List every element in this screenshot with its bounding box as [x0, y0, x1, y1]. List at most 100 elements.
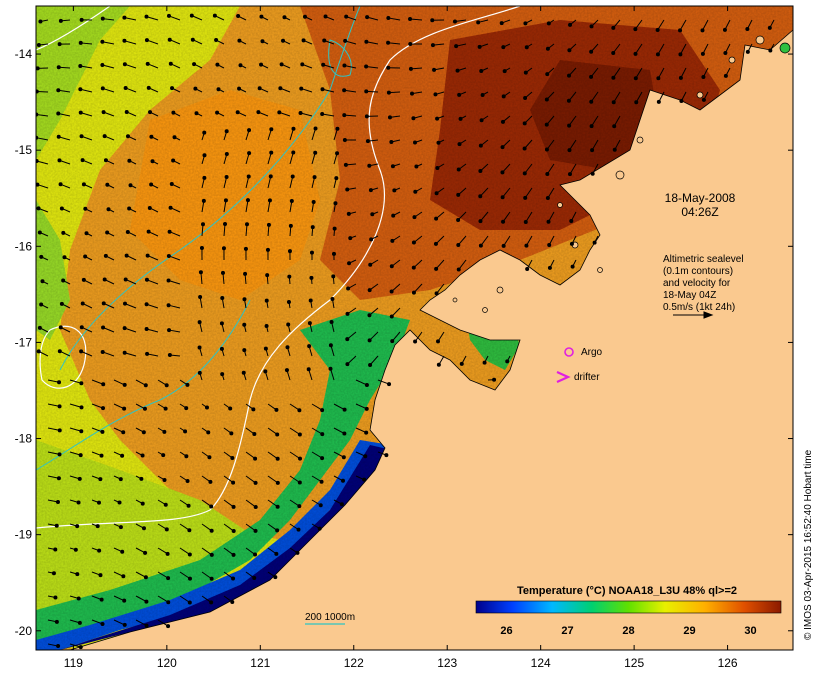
velocity-arrow-head	[313, 126, 318, 131]
velocity-arrow-head	[37, 325, 42, 330]
velocity-arrow-head	[500, 170, 505, 175]
velocity-arrow-head	[389, 289, 394, 294]
depth-legend: 200 1000m	[305, 612, 355, 625]
velocity-arrow-head	[167, 328, 172, 333]
velocity-arrow-head	[83, 254, 88, 259]
velocity-arrow-head	[301, 38, 306, 43]
velocity-arrow-head	[342, 431, 347, 436]
velocity-arrow-head	[149, 134, 154, 139]
velocity-arrow-head	[149, 182, 154, 187]
velocity-arrow-head	[57, 42, 62, 47]
velocity-arrow-head	[79, 349, 84, 354]
velocity-arrow-head	[433, 241, 438, 246]
velocity-arrow-head	[139, 476, 144, 481]
velocity-arrow-head	[253, 528, 258, 533]
velocity-arrow-head	[187, 528, 192, 533]
velocity-arrow-head	[223, 222, 228, 227]
velocity-arrow-head	[320, 432, 325, 437]
velocity-arrow-head	[243, 271, 248, 276]
velocity-arrow-head	[100, 63, 105, 68]
velocity-arrow-head	[78, 87, 83, 92]
lon-tick-label: 119	[64, 656, 83, 670]
velocity-arrow-head	[265, 247, 270, 252]
velocity-arrow-head	[146, 85, 151, 90]
velocity-arrow-head	[164, 527, 169, 532]
velocity-arrow-head	[230, 456, 235, 461]
velocity-arrow-head	[127, 206, 132, 211]
velocity-arrow-head	[197, 345, 202, 350]
velocity-arrow-head	[295, 550, 300, 555]
velocity-arrow-head	[122, 38, 127, 43]
velocity-arrow-head	[523, 21, 528, 26]
velocity-arrow-head	[224, 129, 229, 134]
velocity-arrow-head	[701, 97, 706, 102]
velocity-arrow-head	[678, 75, 683, 80]
velocity-arrow-head	[347, 261, 352, 266]
velocity-arrow-head	[286, 322, 291, 327]
velocity-arrow-head	[297, 432, 302, 437]
velocity-arrow-head	[121, 574, 126, 579]
velocity-arrow-head	[363, 454, 368, 459]
timestamp: 18-May-2008 04:26Z	[665, 191, 736, 219]
longitude-axis: 119 120 121 122 123 124 125 126	[64, 6, 738, 670]
velocity-arrow-head	[386, 65, 391, 70]
velocity-arrow-head	[206, 430, 211, 435]
velocity-arrow-head	[286, 299, 291, 304]
velocity-arrow-head	[435, 165, 440, 170]
velocity-arrow-head	[100, 621, 105, 626]
velocity-arrow-head	[523, 219, 528, 224]
velocity-arrow-head	[456, 167, 461, 172]
velocity-arrow-head	[524, 45, 529, 50]
velocity-arrow-head	[185, 382, 190, 387]
velocity-arrow-head	[166, 13, 171, 18]
altimetry-line-4: 18-May 04Z	[663, 290, 716, 301]
velocity-arrow-head	[123, 85, 128, 90]
velocity-arrow-head	[202, 153, 207, 158]
velocity-arrow-head	[141, 430, 146, 435]
altimetry-line-3: and velocity for	[663, 278, 731, 289]
velocity-arrow-head	[202, 175, 207, 180]
colorbar-tick-label: 28	[622, 625, 634, 637]
velocity-arrow-head	[186, 503, 191, 508]
velocity-arrow-head	[335, 126, 340, 131]
velocity-arrow-head	[118, 477, 123, 482]
argo-marker-icon	[564, 347, 574, 357]
velocity-arrow-head	[479, 118, 484, 123]
velocity-arrow-head	[568, 22, 573, 27]
argo-label: Argo	[581, 347, 603, 358]
velocity-arrow-head	[411, 240, 416, 245]
velocity-arrow-head	[168, 61, 173, 66]
velocity-arrow-head	[391, 213, 396, 218]
velocity-arrow-head	[36, 182, 40, 187]
velocity-arrow-head	[346, 211, 351, 216]
velocity-arrow-head	[162, 429, 167, 434]
velocity-arrow-head	[231, 529, 236, 534]
velocity-arrow-head	[124, 253, 129, 258]
velocity-arrow-head	[36, 43, 41, 48]
velocity-arrow-head	[54, 619, 59, 624]
velocity-arrow-head	[100, 16, 105, 21]
velocity-arrow-head	[75, 572, 80, 577]
velocity-arrow-head	[120, 549, 125, 554]
velocity-arrow-head	[38, 19, 43, 24]
velocity-arrow-head	[78, 110, 83, 115]
velocity-arrow-head	[435, 116, 440, 121]
velocity-arrow-head	[81, 277, 86, 282]
velocity-arrow-head	[384, 453, 389, 458]
velocity-arrow-head	[62, 255, 67, 260]
velocity-arrow-head	[220, 270, 225, 275]
colorbar-tick-label: 26	[500, 625, 512, 637]
velocity-arrow-head	[259, 62, 264, 67]
velocity-arrow-head	[365, 15, 370, 20]
colorbar-tick-label: 29	[683, 625, 695, 637]
velocity-arrow-head	[105, 182, 110, 187]
velocity-arrow-head	[209, 576, 214, 581]
velocity-arrow-head	[505, 359, 510, 364]
velocity-arrow-head	[413, 339, 418, 344]
velocity-arrow-head	[53, 547, 58, 552]
velocity-arrow-head	[36, 89, 39, 94]
velocity-arrow-head	[434, 266, 439, 271]
velocity-arrow-head	[167, 37, 172, 42]
velocity-arrow-head	[655, 52, 660, 57]
